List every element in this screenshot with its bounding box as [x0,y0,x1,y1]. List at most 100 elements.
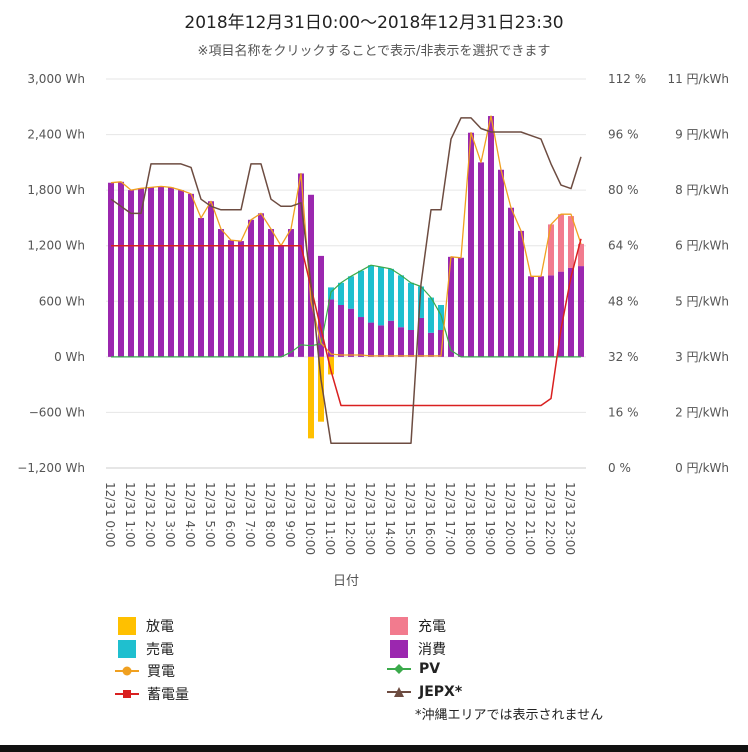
bar-consume [498,170,504,357]
bar-consume [578,266,584,357]
square-marker-icon [115,687,139,701]
y-tick-label-percent: 32 % [608,350,639,364]
legend-label-sell: 売電 [146,639,174,659]
y-tick-label-percent: 64 % [608,239,639,253]
bar-consume [268,229,274,357]
x-tick-label: 12/31 1:00 [123,482,137,547]
legend-label-jepx: JEPX* [419,684,462,700]
legend-label-storage: 蓄電量 [147,684,189,704]
x-tick-label: 12/31 9:00 [283,482,297,547]
bar-consume [178,190,184,357]
legend-label-pv: PV [419,661,440,677]
y-tick-label-percent: 16 % [608,405,639,419]
x-tick-label: 12/31 12:00 [343,482,357,555]
legend-item-pv[interactable]: PV [387,661,440,677]
x-tick-label: 12/31 19:00 [483,482,497,555]
y-tick-label-yen: 9 円/kWh [675,128,729,142]
bar-sell [408,283,414,330]
y-tick-label-percent: 96 % [608,128,639,142]
bar-charge [558,214,564,271]
bar-consume [288,229,294,357]
bar-sell [368,265,374,322]
circle-marker-icon [115,664,139,678]
y-tick-label-wh: 1,800 Wh [27,183,85,197]
y-tick-label-yen: 6 円/kWh [675,239,729,253]
triangle-marker-icon [387,685,411,699]
x-tick-label: 12/31 18:00 [463,482,477,555]
bar-consume [228,240,234,357]
bar-discharge [308,357,314,439]
bar-sell [358,271,364,317]
legend-item-storage[interactable]: 蓄電量 [115,684,189,704]
bar-consume [568,268,574,357]
bottom-border [0,745,748,752]
bar-consume [488,116,494,357]
legend-swatch-charge [390,617,408,635]
y-tick-label-wh: 2,400 Wh [27,128,85,142]
y-tick-label-wh: 0 Wh [54,350,85,364]
x-tick-label: 12/31 14:00 [383,482,397,555]
bar-sell [428,298,434,333]
chart-plot: 3,000 Wh 112 % 11 円/kWh 2,400 Wh 96 % 9 円/kWh… [0,0,748,600]
legend-item-charge[interactable]: 充電 [390,616,446,636]
bar-consume [348,309,354,357]
bar-sell [388,269,394,321]
jepx-note: *沖縄エリアでは表示されません [415,704,603,723]
x-tick-label: 12/31 16:00 [423,482,437,555]
y-tick-label-percent: 112 % [608,72,646,86]
legend-item-consume[interactable]: 消費 [390,639,446,659]
bar-consume [358,317,364,357]
bar-consume [408,330,414,357]
y-tick-label-yen: 11 円/kWh [667,72,729,86]
bar-consume [518,231,524,357]
bar-consume [248,220,254,357]
bar-consume [538,276,544,357]
x-tick-label: 12/31 7:00 [243,482,257,547]
bar-consume [478,162,484,357]
bar-consume [168,187,174,356]
legend-swatch-consume [390,640,408,658]
legend-item-buy[interactable]: 買電 [115,661,175,681]
x-tick-label: 12/31 5:00 [203,482,217,547]
y-tick-label-percent: 48 % [608,294,639,308]
bar-consume [338,305,344,357]
y-tick-label-yen: 8 円/kWh [675,183,729,197]
bar-consume [278,246,284,357]
x-tick-label: 12/31 11:00 [323,482,337,555]
bar-consume [128,190,134,357]
bar-consume [368,323,374,357]
x-tick-label: 12/31 21:00 [523,482,537,555]
bar-sell [378,267,384,325]
x-tick-label: 12/31 10:00 [303,482,317,555]
bar-sell [348,276,354,308]
x-tick-label: 12/31 17:00 [443,482,457,555]
y-tick-label-percent: 80 % [608,183,639,197]
y-tick-label-wh: −600 Wh [29,405,85,419]
y-tick-label-yen: 2 円/kWh [675,405,729,419]
y-tick-label-wh: −1,200 Wh [17,461,85,475]
legend-swatch-discharge [118,617,136,635]
x-tick-label: 12/31 2:00 [143,482,157,547]
legend-label-charge: 充電 [418,616,446,636]
legend-label-buy: 買電 [147,661,175,681]
bar-consume [188,194,194,357]
bar-sell [438,305,444,330]
y-tick-label-yen: 5 円/kWh [675,294,729,308]
bar-consume [328,299,334,356]
bar-consume [378,325,384,356]
bar-charge [568,216,574,268]
bar-consume [548,275,554,357]
x-tick-label: 12/31 6:00 [223,482,237,547]
legend-item-jepx[interactable]: JEPX* *沖縄エリアでは表示されません [387,684,462,700]
x-axis-title: 日付 [333,574,359,589]
bar-consume [458,258,464,357]
legend-item-sell[interactable]: 売電 [118,639,174,659]
legend-label-discharge: 放電 [146,616,174,636]
x-tick-label: 12/31 3:00 [163,482,177,547]
bar-consume [238,241,244,357]
x-tick-label: 12/31 0:00 [103,482,117,547]
legend-item-discharge[interactable]: 放電 [118,616,174,636]
x-tick-label: 12/31 22:00 [543,482,557,555]
legend-label-consume: 消費 [418,639,446,659]
bar-sell [338,283,344,305]
